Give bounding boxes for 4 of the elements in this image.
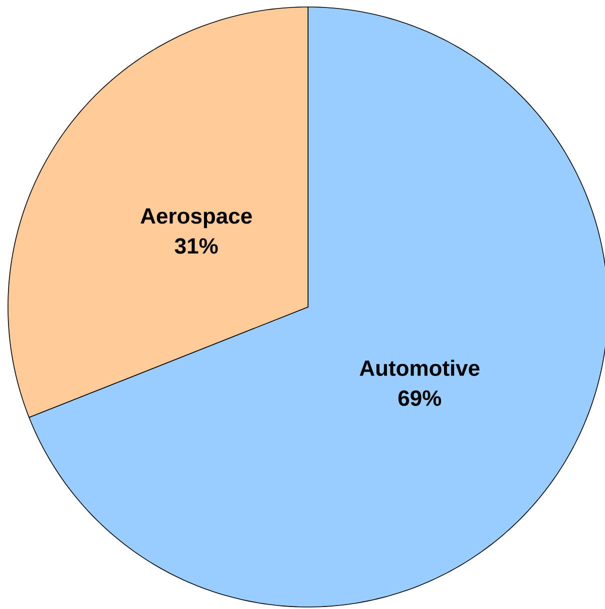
data-label: 31% bbox=[174, 238, 218, 254]
slice-label: Aerospace bbox=[140, 208, 252, 228]
slice-label: Automotive bbox=[360, 360, 480, 376]
data-label: 69% bbox=[398, 390, 442, 406]
